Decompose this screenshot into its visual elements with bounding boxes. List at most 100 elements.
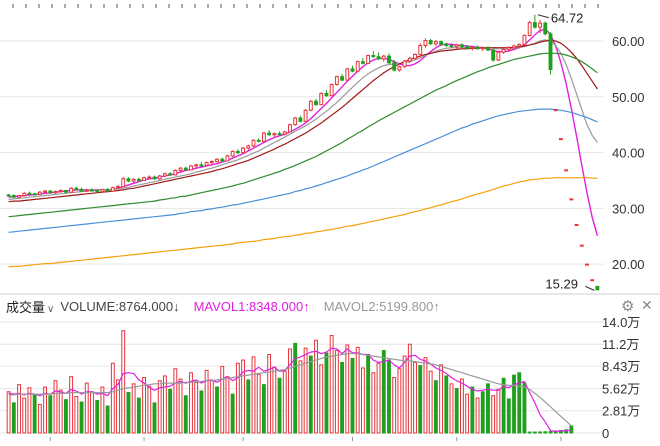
top-marker <box>207 4 209 8</box>
candle-body <box>43 190 48 193</box>
volume-bar <box>32 393 37 434</box>
volume-bar <box>397 368 402 434</box>
close-icon[interactable]: ✕ <box>641 297 653 313</box>
volume-bar <box>136 397 141 434</box>
volume-bar <box>69 376 74 434</box>
volume-bar <box>423 357 428 434</box>
volume-bar <box>428 370 433 434</box>
volume-bar <box>345 344 350 434</box>
candle-body <box>95 190 100 193</box>
candle-body <box>532 22 537 28</box>
mavol-line-2 <box>8 353 572 427</box>
volume-bar <box>241 359 246 434</box>
top-marker <box>272 4 274 8</box>
low-pointer <box>585 285 595 291</box>
volume-bar <box>303 347 308 434</box>
candle-body <box>376 56 381 60</box>
candle-body <box>491 49 496 61</box>
volume-bar <box>392 377 397 434</box>
volume-bar <box>522 382 527 434</box>
candle-body <box>314 100 318 106</box>
candle-body <box>22 192 27 197</box>
candle-body <box>590 279 595 282</box>
indicator-selector[interactable]: 成交量 ∨ <box>6 297 54 316</box>
volume-readout: VOLUME:8764.000↓ <box>60 298 180 314</box>
candle-body <box>444 43 449 47</box>
candle-body <box>131 178 136 182</box>
candle-body <box>79 188 84 192</box>
candle-body <box>423 39 428 47</box>
top-marker <box>337 4 339 8</box>
volume-bar <box>517 372 522 434</box>
volume-bar <box>230 393 235 434</box>
candle-body <box>84 189 89 192</box>
volume-bar <box>334 350 339 434</box>
volume-bar <box>449 383 454 434</box>
gear-icon[interactable]: ⚙ <box>621 298 635 315</box>
volume-bar <box>90 391 94 434</box>
candle-body <box>288 124 292 133</box>
candle-body <box>402 60 407 68</box>
volume-bar <box>538 431 543 434</box>
ma-line-2 <box>8 39 598 200</box>
candle-body <box>569 198 574 201</box>
candle-body <box>324 92 329 97</box>
volume-bar <box>209 380 214 434</box>
volume-tick-label: 14.0万 <box>602 315 640 330</box>
candle-body <box>136 178 141 181</box>
volume-bar <box>58 389 63 434</box>
candle-body <box>558 138 563 141</box>
volume-bar <box>444 375 449 434</box>
top-marker <box>77 4 79 8</box>
candle-body <box>162 173 167 177</box>
top-marker <box>506 4 508 8</box>
volume-bar <box>407 343 412 434</box>
candles <box>6 14 600 291</box>
top-marker <box>129 4 131 8</box>
volume-bar <box>105 405 110 434</box>
top-marker <box>103 4 105 8</box>
volume-ma-lines <box>8 347 572 433</box>
candle-body <box>506 47 511 50</box>
candle-body <box>74 187 79 190</box>
price-tick-label: 30.00 <box>612 201 645 216</box>
volume-indicator-bar: 成交量 ∨ VOLUME:8764.000↓ MAVOL1:8348.000↑ M… <box>0 295 660 317</box>
candle-body <box>480 47 485 50</box>
candle-body <box>17 195 21 198</box>
candle-body <box>230 150 235 157</box>
candle-body <box>173 169 178 176</box>
candle-body <box>48 190 53 194</box>
volume-bar <box>413 361 417 434</box>
volume-bar <box>168 388 173 434</box>
volume-bar <box>17 384 21 434</box>
volume-bar <box>267 354 272 434</box>
volume-bar <box>11 402 16 434</box>
volume-bar <box>366 354 371 434</box>
candle-body <box>142 177 147 181</box>
candle-body <box>235 150 240 154</box>
volume-bar <box>173 368 178 434</box>
volume-bar <box>439 364 444 434</box>
top-marker <box>584 4 586 8</box>
volume-tick-label: 2.81万 <box>602 404 640 419</box>
volume-bar <box>329 334 334 434</box>
top-marker <box>428 4 430 8</box>
volume-tick-label: 8.43万 <box>602 359 640 374</box>
x-axis-ticks <box>49 437 562 441</box>
candle-body <box>267 132 272 136</box>
candle-body <box>548 33 553 70</box>
candle-body <box>543 22 548 35</box>
top-marker <box>389 4 391 8</box>
high-price-label: 64.72 <box>551 11 584 26</box>
indicator-name: 成交量 <box>6 299 46 315</box>
volume-bar <box>314 339 318 434</box>
candle-body <box>387 55 391 64</box>
candle-body <box>261 132 266 142</box>
candle-body <box>37 191 42 195</box>
volume-bar <box>459 378 464 434</box>
mavol-line-1 <box>8 347 572 433</box>
top-marker <box>480 4 482 8</box>
top-marker <box>571 4 573 8</box>
candle-body <box>204 162 209 166</box>
